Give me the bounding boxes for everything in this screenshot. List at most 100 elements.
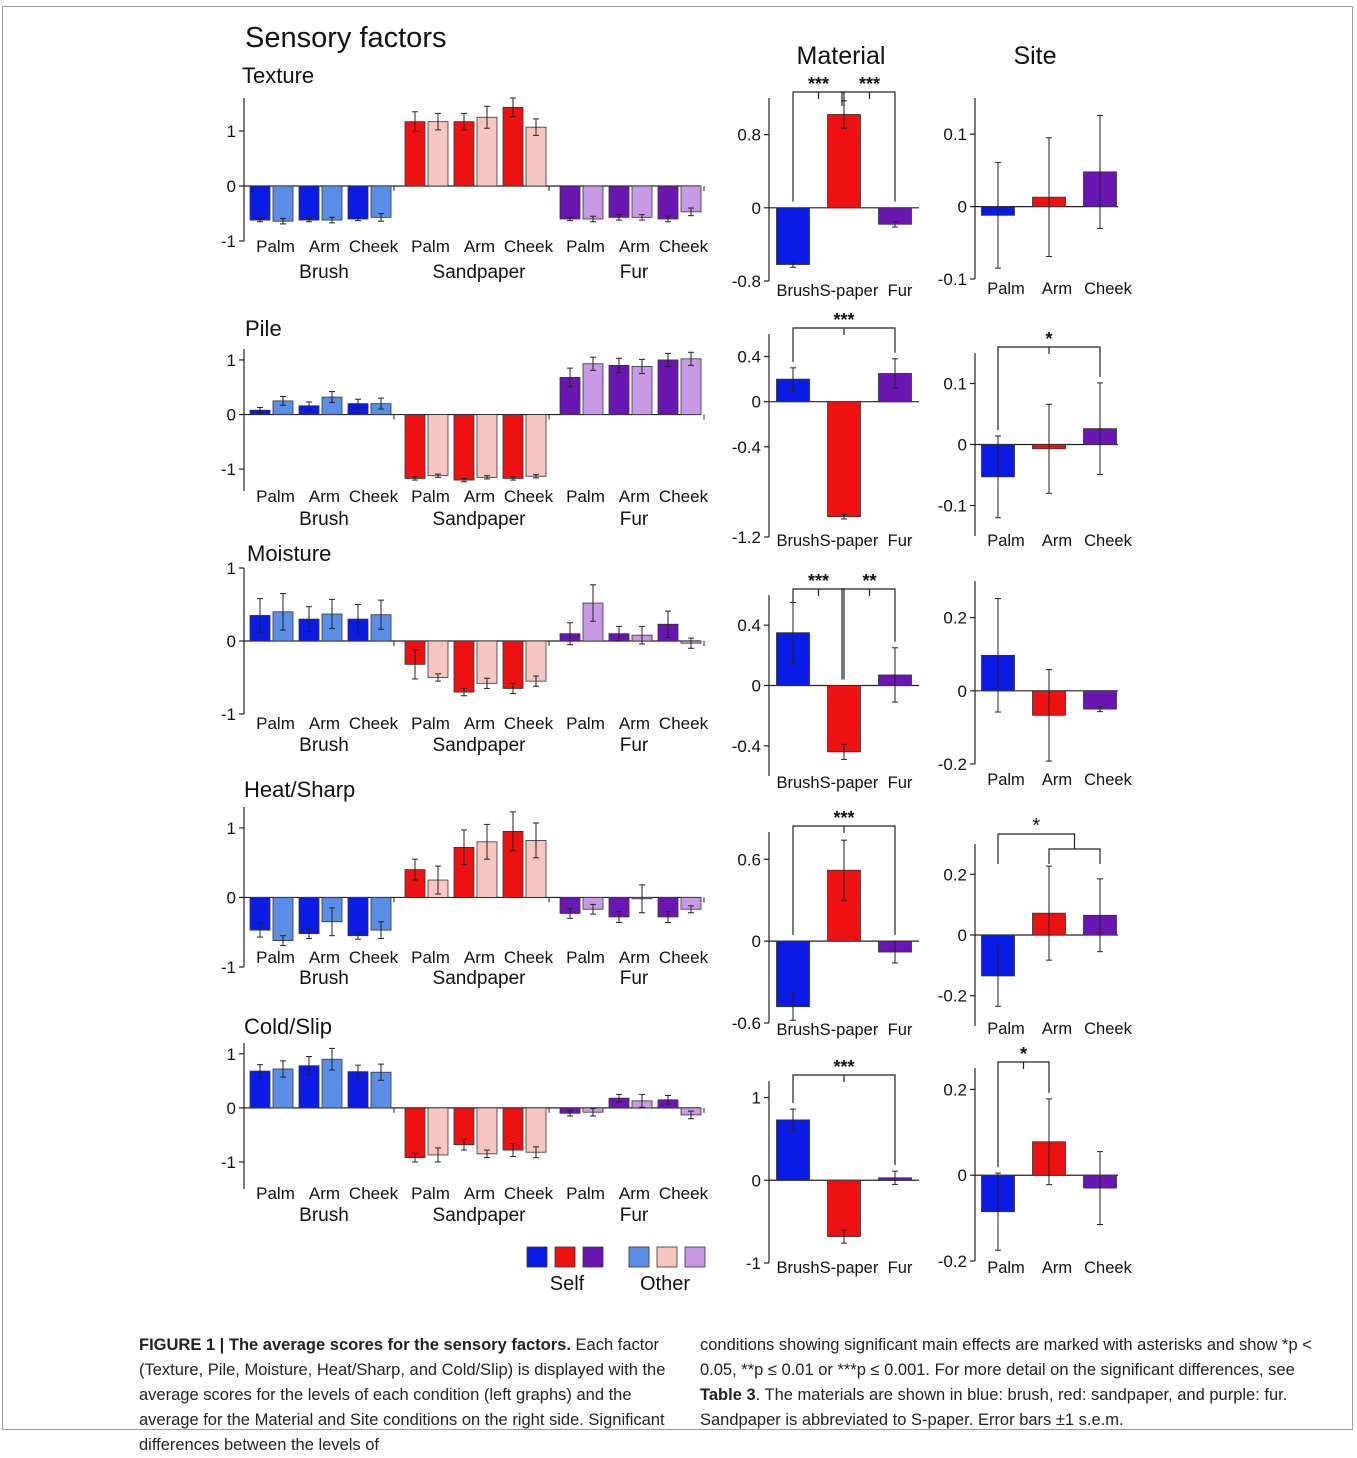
left-chart-y-tick-label: 0 xyxy=(227,406,236,425)
left-chart-bar xyxy=(608,185,630,218)
left-chart-bar xyxy=(404,1107,426,1159)
left-chart-site-label: Cheek xyxy=(504,948,554,967)
left-chart-y-tick-label: -1 xyxy=(221,1153,236,1172)
site-chart-x-label: Arm xyxy=(1042,771,1072,789)
left-chart-site-label: Arm xyxy=(619,1184,650,1203)
left-chart-bar xyxy=(249,185,271,221)
site-chart-x-label: Cheek xyxy=(1084,280,1132,298)
left-chart-bar xyxy=(427,640,449,678)
left-chart-y-tick-label: -1 xyxy=(221,705,236,724)
material-chart-y-tick-label: 0 xyxy=(752,393,761,412)
site-chart-y-tick-label: 0.2 xyxy=(943,609,967,628)
left-chart-material-label: Fur xyxy=(620,735,649,756)
left-chart-bar xyxy=(453,640,475,693)
site-chart-y-tick-label: -0.2 xyxy=(938,755,967,774)
left-chart-material-label: Fur xyxy=(620,1205,649,1226)
left-chart-bar xyxy=(657,185,679,220)
legend-other-swatch xyxy=(628,1246,650,1268)
left-chart-site-label: Arm xyxy=(464,948,495,967)
site-chart-y-tick-label: 0 xyxy=(958,682,967,701)
left-chart-site-label: Palm xyxy=(411,714,450,733)
left-chart-bar xyxy=(559,185,581,220)
main-title: Sensory factors xyxy=(245,22,446,54)
site-chart-x-label: Arm xyxy=(1042,532,1072,550)
caption-right-text-2: . The materials are shown in blue: brush… xyxy=(700,1386,1288,1429)
site-chart-y-tick-label: 0.2 xyxy=(943,1080,967,1099)
left-chart-material-label: Brush xyxy=(299,509,349,530)
material-chart-bar xyxy=(827,1179,861,1237)
site-chart-x-label: Palm xyxy=(987,1020,1025,1038)
material-chart-x-label: Brush xyxy=(776,1259,819,1277)
left-chart-site-label: Palm xyxy=(256,237,295,256)
site-chart-x-label: Cheek xyxy=(1084,771,1132,789)
left-chart-bar xyxy=(347,897,369,937)
left-chart-bar xyxy=(582,185,604,220)
material-chart-significance-marker: *** xyxy=(808,571,829,591)
left-chart-bar xyxy=(272,185,294,222)
left-chart-y-tick-label: 1 xyxy=(227,1045,236,1064)
material-chart-x-label: Brush xyxy=(776,774,819,792)
left-chart-site-label: Arm xyxy=(464,714,495,733)
site-chart-significance-marker: * xyxy=(1020,1044,1027,1064)
left-chart-material-label: Sandpaper xyxy=(433,1205,527,1226)
left-chart-site-label: Cheek xyxy=(349,487,399,506)
left-chart-material-label: Sandpaper xyxy=(433,262,527,283)
site-column-title: Site xyxy=(1013,42,1056,70)
left-chart-y-tick-label: 1 xyxy=(227,819,236,838)
material-chart-bar xyxy=(776,207,810,265)
left-chart-site-label: Arm xyxy=(619,714,650,733)
figure-frame: Sensory factors Material Site Texture 1 0 -1 Pa… xyxy=(2,6,1353,1454)
left-chart-site-label: Palm xyxy=(256,1184,295,1203)
legend: Self Other xyxy=(526,1246,706,1295)
left-chart-y-tick-label: 1 xyxy=(227,559,236,578)
material-chart-significance-marker: *** xyxy=(859,74,880,94)
left-chart-bar xyxy=(525,640,547,682)
caption-right-text-1: conditions showing significant main effe… xyxy=(700,1336,1312,1379)
site-chart-significance-bracket xyxy=(1048,848,1101,864)
left-chart-site-label: Cheek xyxy=(659,948,709,967)
left-chart-site-label: Cheek xyxy=(659,1184,709,1203)
left-chart-bar xyxy=(476,1107,498,1155)
site-chart-x-label: Cheek xyxy=(1084,1020,1132,1038)
material-chart-significance-marker: *** xyxy=(833,808,854,828)
material-chart-y-tick-label: 0.8 xyxy=(737,126,761,145)
material-chart-y-tick-label: -0.4 xyxy=(732,737,761,756)
site-chart-y-tick-label: 0 xyxy=(958,1166,967,1185)
material-chart-x-label: Fur xyxy=(888,532,913,550)
material-chart-bar xyxy=(827,114,861,209)
legend-self-swatch xyxy=(582,1246,604,1268)
material-chart-x-label: Brush xyxy=(776,282,819,300)
left-chart-site-label: Cheek xyxy=(659,714,709,733)
material-chart-significance-marker: *** xyxy=(833,310,854,330)
left-chart-y-tick-label: 1 xyxy=(227,351,236,370)
left-chart-site-label: Cheek xyxy=(659,237,709,256)
left-chart-y-tick-label: 0 xyxy=(227,1099,236,1118)
left-chart-site-label: Arm xyxy=(309,487,340,506)
left-chart-bar xyxy=(657,359,679,415)
material-chart-x-label: Fur xyxy=(888,774,913,792)
material-chart-y-tick-label: -0.8 xyxy=(732,272,761,291)
site-chart-x-label: Palm xyxy=(987,532,1025,550)
site-chart-x-label: Palm xyxy=(987,771,1025,789)
left-chart-site-label: Cheek xyxy=(659,487,709,506)
site-chart-significance-marker: * xyxy=(1045,329,1052,349)
left-chart-bar xyxy=(347,185,369,220)
left-chart-site-label: Palm xyxy=(566,714,605,733)
left-chart-bar xyxy=(298,897,320,935)
left-chart-site-label: Cheek xyxy=(349,714,399,733)
material-chart-significance-marker: ** xyxy=(862,571,876,591)
left-chart-bar xyxy=(476,640,498,684)
left-chart-bar xyxy=(476,414,498,478)
material-chart-bar xyxy=(827,401,861,518)
left-chart-y-tick-label: 0 xyxy=(227,632,236,651)
left-chart-bar xyxy=(404,414,426,479)
material-chart-significance-marker: *** xyxy=(808,74,829,94)
material-chart-x-label: S-paper xyxy=(820,1021,879,1039)
left-chart-site-label: Cheek xyxy=(504,487,554,506)
left-chart-site-label: Arm xyxy=(619,237,650,256)
site-chart-y-tick-label: -0.2 xyxy=(938,1252,967,1271)
legend-self-swatch xyxy=(526,1246,548,1268)
legend-self-label: Self xyxy=(550,1273,585,1295)
